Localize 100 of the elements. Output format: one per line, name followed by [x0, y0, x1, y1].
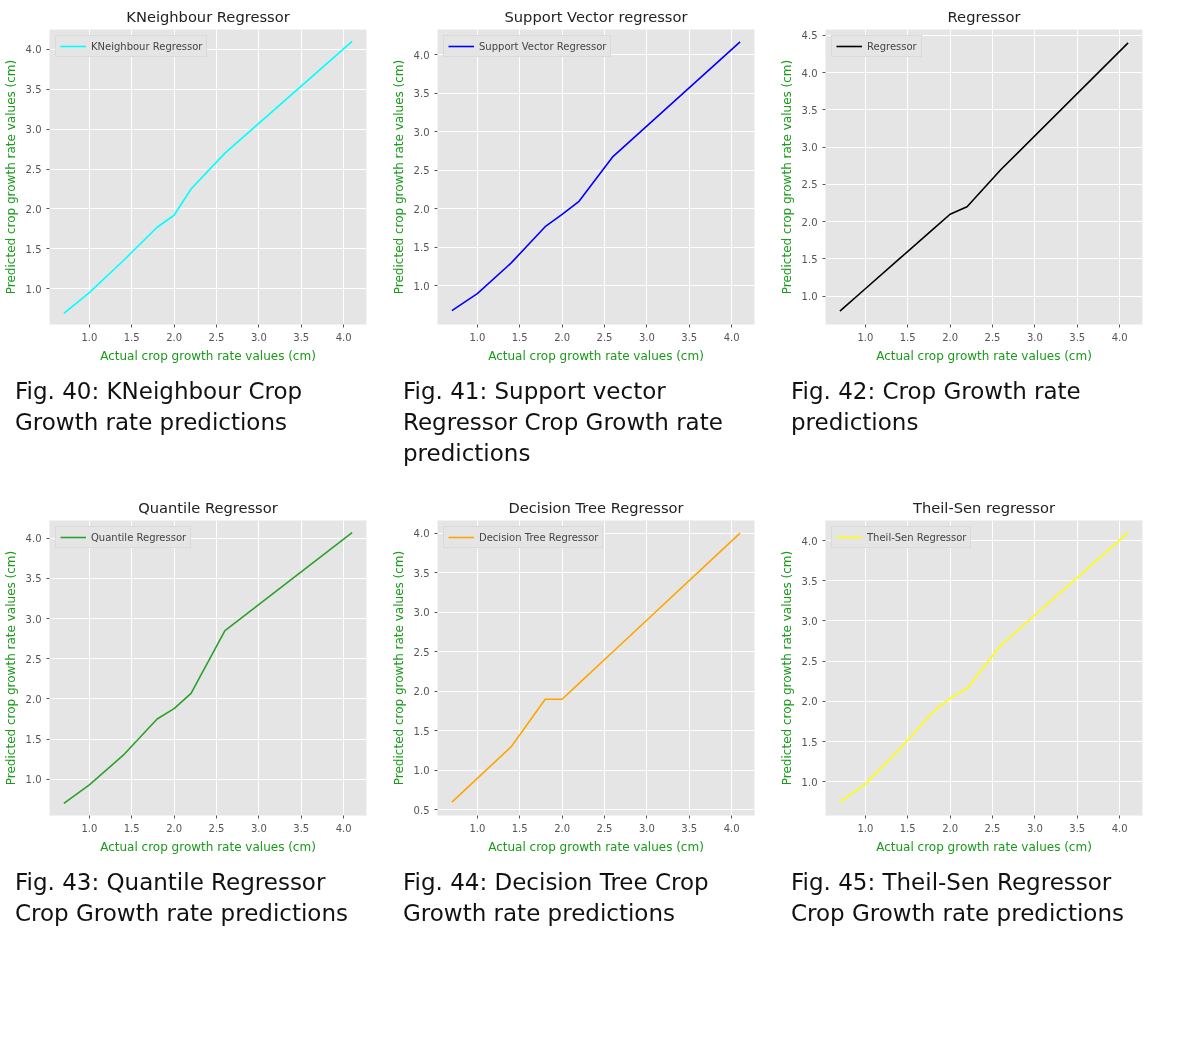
y-axis-title: Predicted crop growth rate values (cm)	[779, 59, 794, 295]
y-tick-label: 1.5	[413, 242, 430, 254]
y-tick-label: 1.5	[413, 725, 430, 737]
y-tick-label: 2.5	[25, 164, 42, 176]
caption: Fig. 42: Crop Growth rate predictions	[791, 377, 1082, 438]
y-axis-title: Predicted crop growth rate values (cm)	[779, 550, 794, 786]
x-axis-title: Actual crop growth rate values (cm)	[488, 348, 704, 363]
legend-label: Decision Tree Regressor	[479, 531, 599, 543]
y-tick-label: 2.0	[25, 693, 42, 705]
x-tick-label: 4.0	[723, 822, 740, 834]
x-tick-label: 2.0	[942, 822, 959, 834]
y-axis-title: Predicted crop growth rate values (cm)	[391, 59, 406, 295]
x-tick-label: 3.5	[681, 331, 698, 343]
chart-title: Regressor	[947, 7, 1022, 25]
y-tick-label: 3.5	[413, 567, 430, 579]
x-tick-label: 1.5	[899, 822, 916, 834]
y-tick-label: 3.5	[413, 88, 430, 100]
x-axis-title: Actual crop growth rate values (cm)	[876, 348, 1092, 363]
x-tick-label: 1.0	[857, 822, 874, 834]
chart-title: Support Vector regressor	[504, 7, 689, 25]
y-tick-label: 1.0	[801, 776, 818, 788]
y-tick-label: 3.5	[801, 575, 818, 587]
x-tick-label: 1.0	[469, 331, 486, 343]
y-tick-label: 0.5	[413, 804, 430, 816]
y-axis-title: Predicted crop growth rate values (cm)	[391, 550, 406, 786]
caption: Fig. 45: Theil-Sen Regressor Crop Growth rate predictions	[791, 868, 1125, 929]
y-tick-label: 3.0	[801, 142, 818, 154]
x-tick-label: 3.0	[638, 331, 655, 343]
y-tick-label: 2.5	[413, 646, 430, 658]
x-tick-label: 2.0	[166, 331, 183, 343]
y-tick-label: 4.0	[801, 67, 818, 79]
y-tick-label: 1.5	[801, 253, 818, 265]
y-tick-label: 4.0	[413, 528, 430, 540]
y-tick-label: 3.0	[413, 126, 430, 138]
chart-title: Quantile Regressor	[138, 498, 279, 516]
y-tick-label: 2.5	[801, 179, 818, 191]
y-axis-title: Predicted crop growth rate values (cm)	[3, 550, 18, 786]
y-tick-label: 4.0	[25, 44, 42, 56]
x-tick-label: 1.5	[511, 822, 528, 834]
y-tick-label: 2.0	[413, 203, 430, 215]
x-tick-label: 3.0	[1026, 822, 1043, 834]
x-tick-label: 3.5	[681, 822, 698, 834]
y-tick-label: 4.0	[801, 535, 818, 547]
x-tick-label: 2.5	[984, 331, 1001, 343]
y-tick-label: 1.0	[25, 774, 42, 786]
x-axis-title: Actual crop growth rate values (cm)	[876, 839, 1092, 854]
legend-label: Regressor	[867, 40, 917, 52]
legend-label: Support Vector Regressor	[479, 40, 607, 52]
x-tick-label: 3.0	[1026, 331, 1043, 343]
caption: Fig. 41: Support vector Regressor Crop Growth rate predictions	[403, 377, 724, 469]
y-tick-label: 1.5	[25, 734, 42, 746]
x-tick-label: 4.0	[723, 331, 740, 343]
x-tick-label: 2.0	[554, 331, 571, 343]
x-tick-label: 1.5	[511, 331, 528, 343]
x-tick-label: 2.0	[942, 331, 959, 343]
chart-title: Decision Tree Regressor	[508, 498, 685, 516]
x-tick-label: 1.0	[81, 822, 98, 834]
x-tick-label: 2.0	[554, 822, 571, 834]
x-tick-label: 2.5	[984, 822, 1001, 834]
x-tick-label: 1.5	[123, 822, 140, 834]
x-tick-label: 4.0	[1111, 822, 1128, 834]
y-tick-label: 2.0	[801, 696, 818, 708]
y-tick-label: 2.5	[25, 653, 42, 665]
y-tick-label: 1.0	[801, 291, 818, 303]
x-axis-title: Actual crop growth rate values (cm)	[488, 839, 704, 854]
x-tick-label: 1.5	[899, 331, 916, 343]
x-axis-title: Actual crop growth rate values (cm)	[100, 348, 316, 363]
x-tick-label: 1.0	[469, 822, 486, 834]
x-tick-label: 4.0	[335, 822, 352, 834]
caption: Fig. 40: KNeighbour Crop Growth rate predictions	[15, 377, 304, 438]
x-tick-label: 4.0	[335, 331, 352, 343]
y-tick-label: 2.0	[413, 686, 430, 698]
y-tick-label: 4.5	[801, 30, 818, 42]
y-tick-label: 4.0	[413, 49, 430, 61]
x-tick-label: 3.0	[638, 822, 655, 834]
x-tick-label: 3.5	[1069, 822, 1086, 834]
x-tick-label: 2.0	[166, 822, 183, 834]
y-tick-label: 1.0	[25, 283, 42, 295]
x-tick-label: 3.5	[293, 822, 310, 834]
x-tick-label: 3.5	[1069, 331, 1086, 343]
y-tick-label: 3.5	[801, 104, 818, 116]
x-tick-label: 1.0	[81, 331, 98, 343]
y-tick-label: 3.0	[25, 124, 42, 136]
chart-title: KNeighbour Regressor	[126, 7, 291, 25]
x-tick-label: 4.0	[1111, 331, 1128, 343]
y-tick-label: 4.0	[25, 533, 42, 545]
caption: Fig. 43: Quantile Regressor Crop Growth rate predictions	[15, 868, 349, 929]
y-tick-label: 1.0	[413, 280, 430, 292]
y-tick-label: 3.0	[801, 615, 818, 627]
y-tick-label: 2.0	[801, 216, 818, 228]
x-tick-label: 2.5	[208, 822, 225, 834]
x-tick-label: 3.5	[293, 331, 310, 343]
y-tick-label: 2.5	[801, 656, 818, 668]
legend-label: Quantile Regressor	[91, 531, 187, 543]
x-tick-label: 1.0	[857, 331, 874, 343]
chart-title: Theil-Sen regressor	[912, 498, 1056, 516]
x-tick-label: 2.5	[596, 822, 613, 834]
x-tick-label: 2.5	[596, 331, 613, 343]
x-tick-label: 3.0	[250, 331, 267, 343]
y-tick-label: 2.0	[25, 203, 42, 215]
